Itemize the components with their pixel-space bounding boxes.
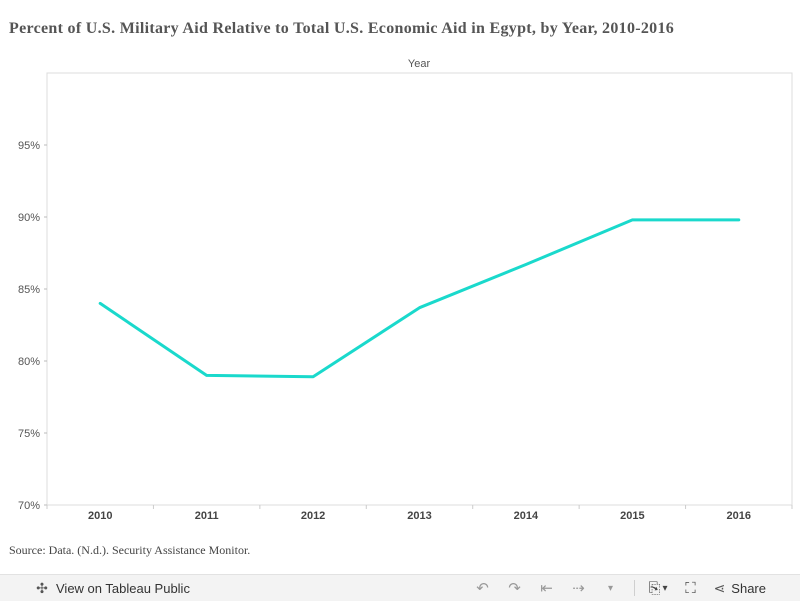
dropdown-caret-icon[interactable]: ▾ (608, 582, 614, 594)
toolbar-divider (633, 580, 635, 596)
data-point-2014[interactable] (520, 259, 532, 271)
share-button[interactable]: ⋖ Share (714, 580, 766, 597)
revert-icon[interactable]: ⇤ (540, 580, 553, 597)
y-tick-label: 95% (18, 140, 40, 152)
series-line[interactable] (98, 218, 741, 379)
download-icon[interactable]: ⎘ ▾ (648, 579, 668, 597)
x-tick-label: 2012 (301, 510, 325, 520)
data-point-2015[interactable] (626, 214, 638, 226)
x-axis: 2010 2011 2012 2013 2014 2015 2016 (46, 505, 793, 520)
series-layer (94, 214, 745, 383)
tableau-logo-icon: ✣ (36, 579, 48, 596)
y-tick-label: 75% (18, 428, 40, 440)
data-point-2016[interactable] (733, 214, 745, 226)
share-icon: ⋖ (713, 579, 726, 596)
x-tick-label: 2016 (727, 510, 751, 520)
tableau-toolbar: ✣ View on Tableau Public ↶ ↷ ⇤ ⇢ ▾ ⎘ ▾ ⛶ … (0, 574, 800, 601)
source-note: Source: Data. (N.d.). Security Assistanc… (9, 543, 251, 557)
y-axis: 70% 75% 80% 85% 90% 95% (18, 140, 47, 512)
y-tick-label: 90% (18, 212, 40, 224)
plot-area-frame (46, 72, 793, 506)
x-tick-label: 2015 (620, 510, 644, 520)
view-on-tableau-label: View on Tableau Public (56, 580, 190, 596)
view-on-tableau-button[interactable]: ✣ View on Tableau Public (34, 580, 190, 597)
y-tick-label: 80% (18, 356, 40, 368)
x-tick-label: 2014 (514, 510, 539, 520)
data-point-2013[interactable] (414, 302, 426, 314)
y-tick-label: 70% (18, 500, 40, 512)
chart-title: Percent of U.S. Military Aid Relative to… (9, 20, 675, 37)
y-tick-label: 85% (18, 284, 40, 296)
data-point-2010[interactable] (94, 297, 106, 309)
refresh-icon[interactable]: ⇢ (572, 580, 585, 597)
redo-icon[interactable]: ↷ (508, 580, 521, 597)
x-tick-label: 2013 (407, 510, 431, 520)
x-axis-title: Year (408, 58, 431, 70)
fullscreen-icon[interactable]: ⛶ (685, 579, 696, 597)
x-tick-label: 2011 (195, 510, 219, 520)
line-chart: Year 70% 75% 80% 85% 90% 95% 2010 2011 2012 2013… (18, 58, 793, 520)
undo-icon[interactable]: ↶ (476, 580, 489, 597)
toolbar-actions: ↶ ↷ ⇤ ⇢ ▾ ⎘ ▾ ⛶ ⋖ Share (474, 579, 766, 598)
share-label: Share (731, 580, 766, 596)
data-point-2012[interactable] (307, 371, 319, 383)
data-point-2011[interactable] (201, 369, 213, 381)
x-tick-label: 2010 (88, 510, 112, 520)
